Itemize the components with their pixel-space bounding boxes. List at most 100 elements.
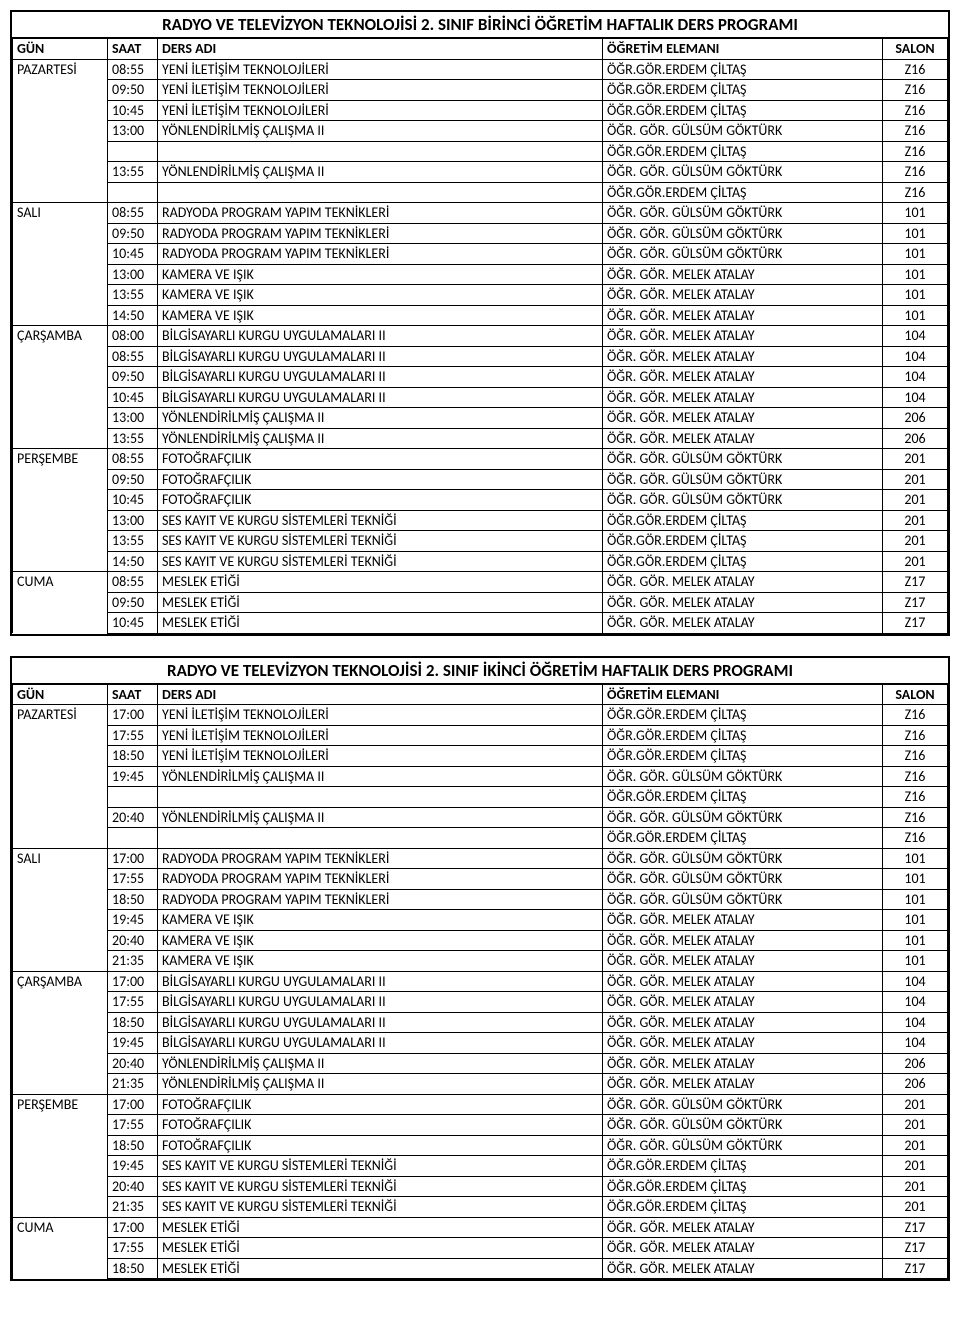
table-row: 10:45RADYODA PROGRAM YAPIM TEKNİKLERİÖĞR… <box>13 244 948 265</box>
cell-time <box>108 828 158 849</box>
cell-course: SES KAYIT VE KURGU SİSTEMLERİ TEKNİĞİ <box>158 1197 603 1218</box>
cell-time: 18:50 <box>108 1012 158 1033</box>
table-row: 10:45FOTOĞRAFÇILIKÖĞR. GÖR. GÜLSÜM GÖKTÜ… <box>13 490 948 511</box>
cell-room: 104 <box>883 992 948 1013</box>
cell-time: 10:45 <box>108 244 158 265</box>
cell-time: 19:45 <box>108 1156 158 1177</box>
cell-instructor: ÖĞR. GÖR. MELEK ATALAY <box>603 285 883 306</box>
cell-course <box>158 828 603 849</box>
cell-instructor: ÖĞR.GÖR.ERDEM ÇİLTAŞ <box>603 828 883 849</box>
cell-instructor: ÖĞR. GÖR. MELEK ATALAY <box>603 1258 883 1279</box>
cell-room: 101 <box>883 203 948 224</box>
cell-time: 09:50 <box>108 592 158 613</box>
cell-time: 13:55 <box>108 162 158 183</box>
table-row: 21:35KAMERA VE IŞIKÖĞR. GÖR. MELEK ATALA… <box>13 951 948 972</box>
cell-room: 201 <box>883 510 948 531</box>
cell-day <box>13 1115 108 1136</box>
cell-instructor: ÖĞR. GÖR. GÜLSÜM GÖKTÜRK <box>603 223 883 244</box>
cell-course: YÖNLENDİRİLMİŞ ÇALIŞMA II <box>158 428 603 449</box>
cell-day <box>13 1258 108 1279</box>
cell-day <box>13 1176 108 1197</box>
cell-instructor: ÖĞR. GÖR. GÜLSÜM GÖKTÜRK <box>603 848 883 869</box>
cell-time: 09:50 <box>108 367 158 388</box>
schedule-grid: GÜNSAATDERS ADIÖĞRETİM ELEMANISALONPAZAR… <box>12 38 948 634</box>
cell-time: 13:00 <box>108 121 158 142</box>
cell-room: 104 <box>883 387 948 408</box>
cell-room: 101 <box>883 244 948 265</box>
cell-room: Z16 <box>883 807 948 828</box>
cell-room: Z16 <box>883 59 948 80</box>
cell-course: YENİ İLETİŞİM TEKNOLOJİLERİ <box>158 59 603 80</box>
cell-room: 101 <box>883 889 948 910</box>
cell-day <box>13 531 108 552</box>
cell-course: YÖNLENDİRİLMİŞ ÇALIŞMA II <box>158 408 603 429</box>
cell-room: 101 <box>883 264 948 285</box>
cell-room: Z17 <box>883 572 948 593</box>
cell-day: PAZARTESİ <box>13 705 108 726</box>
cell-instructor: ÖĞR. GÖR. MELEK ATALAY <box>603 992 883 1013</box>
table-row: 09:50FOTOĞRAFÇILIKÖĞR. GÖR. GÜLSÜM GÖKTÜ… <box>13 469 948 490</box>
cell-room: 201 <box>883 1094 948 1115</box>
table-row: SALI08:55RADYODA PROGRAM YAPIM TEKNİKLER… <box>13 203 948 224</box>
cell-room: 101 <box>883 285 948 306</box>
cell-day <box>13 223 108 244</box>
col-header: DERS ADI <box>158 39 603 60</box>
cell-day <box>13 592 108 613</box>
cell-day <box>13 285 108 306</box>
cell-time: 09:50 <box>108 469 158 490</box>
cell-instructor: ÖĞR. GÖR. MELEK ATALAY <box>603 326 883 347</box>
cell-instructor: ÖĞR. GÖR. MELEK ATALAY <box>603 572 883 593</box>
cell-time: 09:50 <box>108 80 158 101</box>
cell-time: 21:35 <box>108 1074 158 1095</box>
table-row: CUMA17:00MESLEK ETİĞİÖĞR. GÖR. MELEK ATA… <box>13 1217 948 1238</box>
table-row: 13:00YÖNLENDİRİLMİŞ ÇALIŞMA IIÖĞR. GÖR. … <box>13 121 948 142</box>
cell-day <box>13 828 108 849</box>
cell-day <box>13 428 108 449</box>
col-header: SAAT <box>108 39 158 60</box>
table-row: 17:55YENİ İLETİŞİM TEKNOLOJİLERİÖĞR.GÖR.… <box>13 725 948 746</box>
cell-instructor: ÖĞR. GÖR. GÜLSÜM GÖKTÜRK <box>603 869 883 890</box>
cell-time: 08:55 <box>108 572 158 593</box>
cell-room: Z17 <box>883 613 948 634</box>
cell-time: 18:50 <box>108 1135 158 1156</box>
cell-instructor: ÖĞR. GÖR. GÜLSÜM GÖKTÜRK <box>603 244 883 265</box>
cell-instructor: ÖĞR. GÖR. MELEK ATALAY <box>603 1053 883 1074</box>
table-row: PERŞEMBE17:00FOTOĞRAFÇILIKÖĞR. GÖR. GÜLS… <box>13 1094 948 1115</box>
cell-course: BİLGİSAYARLI KURGU UYGULAMALARI II <box>158 346 603 367</box>
cell-room: 206 <box>883 428 948 449</box>
cell-time: 17:00 <box>108 971 158 992</box>
table-row: 14:50SES KAYIT VE KURGU SİSTEMLERİ TEKNİ… <box>13 551 948 572</box>
cell-day <box>13 951 108 972</box>
cell-course: BİLGİSAYARLI KURGU UYGULAMALARI II <box>158 387 603 408</box>
cell-course: FOTOĞRAFÇILIK <box>158 449 603 470</box>
cell-room: Z16 <box>883 725 948 746</box>
schedule-table-1: RADYO VE TELEVİZYON TEKNOLOJİSİ 2. SINIF… <box>10 656 950 1282</box>
cell-course: YÖNLENDİRİLMİŞ ÇALIŞMA II <box>158 121 603 142</box>
cell-time: 19:45 <box>108 910 158 931</box>
cell-time: 13:00 <box>108 408 158 429</box>
cell-room: 201 <box>883 1156 948 1177</box>
table-row: 09:50YENİ İLETİŞİM TEKNOLOJİLERİÖĞR.GÖR.… <box>13 80 948 101</box>
cell-instructor: ÖĞR.GÖR.ERDEM ÇİLTAŞ <box>603 182 883 203</box>
cell-instructor: ÖĞR.GÖR.ERDEM ÇİLTAŞ <box>603 141 883 162</box>
cell-day <box>13 910 108 931</box>
cell-time <box>108 141 158 162</box>
cell-instructor: ÖĞR.GÖR.ERDEM ÇİLTAŞ <box>603 1156 883 1177</box>
cell-instructor: ÖĞR. GÖR. MELEK ATALAY <box>603 613 883 634</box>
cell-time: 18:50 <box>108 746 158 767</box>
cell-room: 101 <box>883 305 948 326</box>
table-row: 13:55YÖNLENDİRİLMİŞ ÇALIŞMA IIÖĞR. GÖR. … <box>13 428 948 449</box>
table-row: 21:35SES KAYIT VE KURGU SİSTEMLERİ TEKNİ… <box>13 1197 948 1218</box>
cell-day <box>13 100 108 121</box>
cell-time: 08:55 <box>108 449 158 470</box>
cell-instructor: ÖĞR. GÖR. MELEK ATALAY <box>603 910 883 931</box>
table-row: 19:45KAMERA VE IŞIKÖĞR. GÖR. MELEK ATALA… <box>13 910 948 931</box>
cell-course <box>158 182 603 203</box>
cell-time: 20:40 <box>108 930 158 951</box>
cell-time: 18:50 <box>108 889 158 910</box>
table-row: ÖĞR.GÖR.ERDEM ÇİLTAŞZ16 <box>13 141 948 162</box>
cell-course <box>158 141 603 162</box>
cell-time: 10:45 <box>108 613 158 634</box>
cell-course: RADYODA PROGRAM YAPIM TEKNİKLERİ <box>158 869 603 890</box>
cell-day <box>13 490 108 511</box>
